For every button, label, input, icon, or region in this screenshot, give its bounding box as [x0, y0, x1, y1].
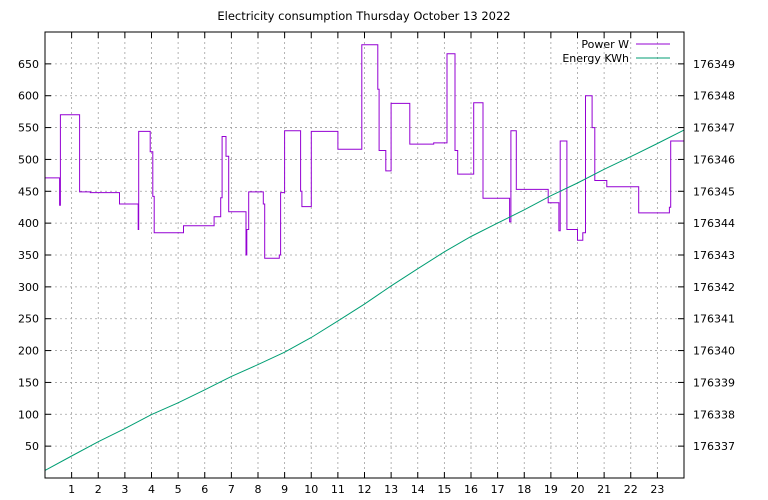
y2-axis-tick-labels: 176337 176338 176339 176340 176341 176342 1763… [693, 58, 735, 453]
x-tick-label: 5 [175, 483, 182, 496]
y2-tick-label: 176338 [693, 408, 735, 421]
x-axis-tick-labels: 1 2 3 4 5 6 7 8 9 10 11 12 13 14 15 16 17 18 19 20 21 22 23 [68, 483, 664, 496]
x-tick-label: 10 [304, 483, 318, 496]
y2-tick-label: 176348 [693, 90, 735, 103]
series-line-power-w [45, 44, 684, 259]
y-tick-label: 200 [18, 345, 39, 358]
x-tick-label: 23 [650, 483, 664, 496]
x-tick-label: 1 [68, 483, 75, 496]
x-tick-label: 7 [228, 483, 235, 496]
y-tick-label: 250 [18, 313, 39, 326]
x-tick-label: 17 [491, 483, 505, 496]
x-tick-label: 4 [148, 483, 155, 496]
y-tick-label: 450 [18, 185, 39, 198]
axis-ticks [45, 32, 684, 478]
x-tick-label: 13 [384, 483, 398, 496]
y-tick-label: 650 [18, 58, 39, 71]
grid-lines [45, 32, 684, 478]
x-tick-label: 15 [437, 483, 451, 496]
x-tick-label: 2 [95, 483, 102, 496]
y-tick-label: 550 [18, 122, 39, 135]
y2-tick-label: 176337 [693, 440, 735, 453]
y-tick-label: 100 [18, 408, 39, 421]
series-layer [44, 44, 685, 471]
x-tick-label: 14 [411, 483, 425, 496]
y2-tick-label: 176347 [693, 122, 735, 135]
y2-tick-label: 176341 [693, 313, 735, 326]
x-tick-label: 19 [544, 483, 558, 496]
y2-tick-label: 176346 [693, 153, 735, 166]
x-tick-label: 8 [255, 483, 262, 496]
y-axis-tick-labels: 50 100 150 200 250 300 350 400 450 500 550 600 650 [18, 58, 39, 453]
chart-title: Electricity consumption Thursday October… [217, 9, 510, 23]
x-tick-label: 16 [464, 483, 478, 496]
legend-label-energy-kwh: Energy KWh [562, 52, 629, 65]
x-tick-label: 11 [331, 483, 345, 496]
y2-tick-label: 176342 [693, 281, 735, 294]
x-tick-label: 9 [281, 483, 288, 496]
y-tick-label: 500 [18, 153, 39, 166]
x-tick-label: 21 [597, 483, 611, 496]
legend-label-power-w: Power W [581, 38, 629, 51]
x-tick-label: 22 [624, 483, 638, 496]
y2-tick-label: 176344 [693, 217, 735, 230]
y-tick-label: 350 [18, 249, 39, 262]
y-tick-label: 50 [25, 440, 39, 453]
series-line-energy-kwh [44, 129, 685, 471]
x-tick-label: 12 [358, 483, 372, 496]
y-tick-label: 400 [18, 217, 39, 230]
y2-tick-label: 176343 [693, 249, 735, 262]
y2-tick-label: 176339 [693, 376, 735, 389]
x-tick-label: 18 [517, 483, 531, 496]
x-tick-label: 3 [121, 483, 128, 496]
y2-tick-label: 176345 [693, 185, 735, 198]
y-tick-label: 600 [18, 90, 39, 103]
y2-tick-label: 176340 [693, 345, 735, 358]
y2-tick-label: 176349 [693, 58, 735, 71]
y-tick-label: 150 [18, 376, 39, 389]
x-tick-label: 20 [571, 483, 585, 496]
y-tick-label: 300 [18, 281, 39, 294]
x-tick-label: 6 [201, 483, 208, 496]
